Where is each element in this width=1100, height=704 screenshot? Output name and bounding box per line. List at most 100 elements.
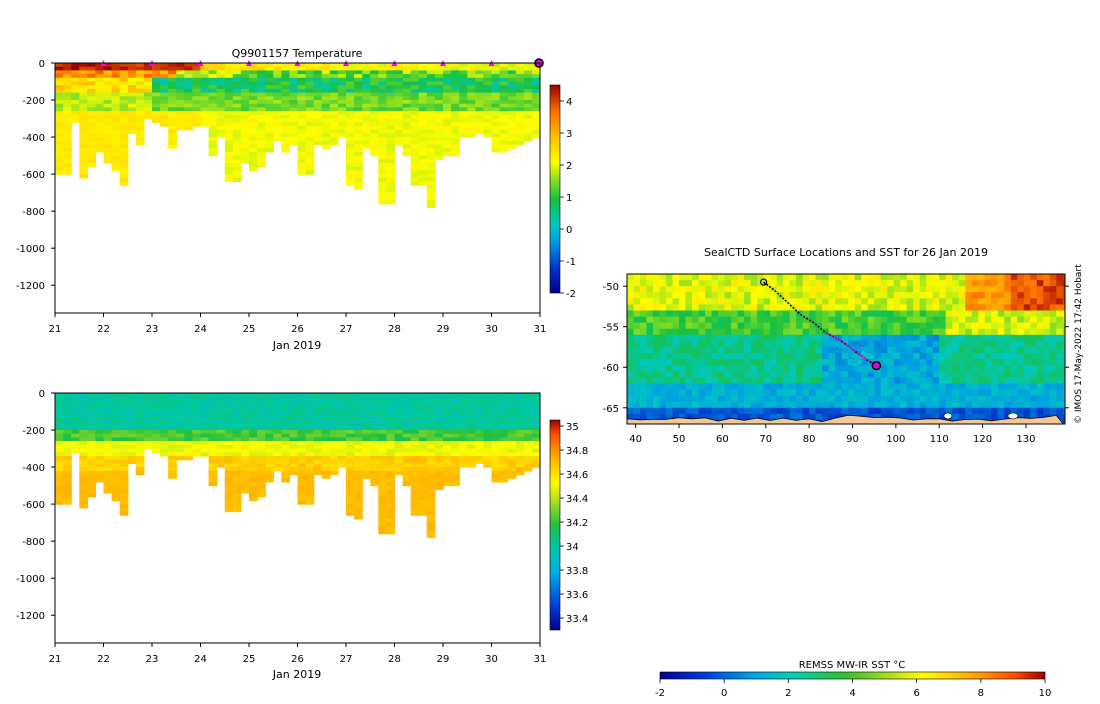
sst-cell — [1017, 371, 1025, 378]
temperature-cell — [249, 81, 258, 86]
temperature-cell — [321, 111, 331, 116]
temperature-cell — [257, 77, 266, 83]
sst-cell — [796, 383, 804, 391]
salinity-cell — [87, 456, 96, 461]
sst-cell — [958, 377, 966, 384]
salinity-cell — [103, 433, 113, 438]
salinity-cell — [386, 507, 396, 513]
salinity-cell — [337, 404, 347, 409]
temperature-cell — [386, 92, 396, 97]
salinity-cell — [152, 426, 161, 431]
salinity-cell — [232, 441, 242, 446]
salinity-cell — [184, 444, 193, 450]
temperature-cell — [289, 85, 299, 90]
sst-cell — [1010, 365, 1018, 372]
temperature-cell — [362, 111, 371, 116]
temperature-cell — [152, 85, 161, 90]
salinity-cell — [176, 456, 185, 461]
temperature-cell — [305, 85, 315, 90]
sst-cell — [659, 334, 667, 342]
sst-cell — [802, 389, 810, 397]
temperature-cell — [216, 85, 226, 90]
salinity-cell — [354, 504, 363, 509]
sst-cell — [711, 280, 719, 287]
y-tick-label: -600 — [22, 500, 45, 511]
salinity-cell — [87, 437, 96, 442]
sst-cell — [893, 377, 901, 384]
temperature-cell — [491, 96, 501, 101]
sst-cell — [659, 365, 667, 372]
salinity-cell — [95, 426, 105, 431]
temperature-cell — [119, 163, 129, 168]
salinity-cell — [192, 452, 202, 457]
salinity-cell — [192, 393, 202, 398]
salinity-cell — [119, 441, 129, 446]
sst-cell — [731, 353, 739, 360]
salinity-cell — [515, 433, 525, 438]
salinity-cell — [168, 448, 177, 453]
temperature-cell — [451, 96, 460, 101]
sst-cell — [848, 304, 856, 311]
sst-cell — [737, 298, 745, 305]
salinity-cell — [63, 415, 72, 420]
salinity-cell — [249, 430, 258, 435]
temperature-cell — [200, 77, 210, 83]
temperature-cell — [434, 114, 444, 120]
temperature-cell — [507, 126, 517, 131]
sst-cell — [919, 292, 927, 299]
salinity-cell — [249, 463, 258, 468]
sst-cell — [880, 383, 888, 391]
salinity-cell — [362, 396, 371, 401]
temperature-cell — [208, 140, 218, 146]
sst-cell — [906, 407, 914, 415]
salinity-xlabel: Jan 2019 — [272, 668, 321, 681]
salinity-cell — [160, 407, 169, 413]
temperature-cell — [410, 137, 420, 142]
temperature-cell — [55, 88, 64, 94]
salinity-cell — [273, 407, 282, 413]
salinity-cell — [523, 404, 533, 409]
salinity-cell — [289, 400, 299, 405]
sst-cell — [971, 334, 979, 342]
salinity-cell — [249, 459, 258, 464]
sst-cell — [835, 274, 843, 281]
salinity-cell — [313, 441, 323, 446]
salinity-cell — [434, 481, 444, 487]
sst-cell — [828, 371, 836, 378]
sst-cell — [841, 304, 849, 311]
sst-cell — [750, 413, 758, 421]
salinity-cell — [111, 437, 121, 442]
temperature-cell — [378, 107, 387, 112]
sst-cell — [1023, 304, 1031, 311]
sst-cell — [822, 407, 830, 415]
sst-cell — [835, 298, 843, 305]
salinity-cell — [459, 415, 468, 420]
temperature-cell — [200, 96, 210, 101]
sst-cell — [835, 304, 843, 311]
sst-cell — [874, 377, 882, 384]
temperature-cell — [240, 70, 250, 75]
sst-cell — [737, 389, 745, 397]
temperature-cell — [273, 63, 282, 68]
temperature-cell — [224, 88, 234, 94]
salinity-cell — [467, 441, 476, 446]
sst-cell — [991, 322, 999, 330]
salinity-cell — [79, 426, 88, 431]
sst-cell — [965, 304, 973, 311]
sst-cell — [1030, 292, 1038, 299]
temperature-cell — [483, 85, 493, 90]
sst-cell — [705, 304, 713, 311]
temperature-cell — [483, 107, 493, 112]
salinity-cell — [232, 485, 242, 490]
sst-cell — [1043, 292, 1051, 299]
temperature-cell — [273, 96, 282, 101]
sst-cell — [731, 322, 739, 330]
salinity-cell — [362, 463, 371, 468]
salinity-cell — [362, 459, 371, 464]
sst-cell — [698, 413, 706, 421]
temperature-cell — [111, 107, 121, 112]
salinity-cell — [305, 470, 315, 476]
salinity-cell — [289, 437, 299, 442]
salinity-cell — [443, 407, 452, 413]
sst-cell — [705, 286, 713, 293]
